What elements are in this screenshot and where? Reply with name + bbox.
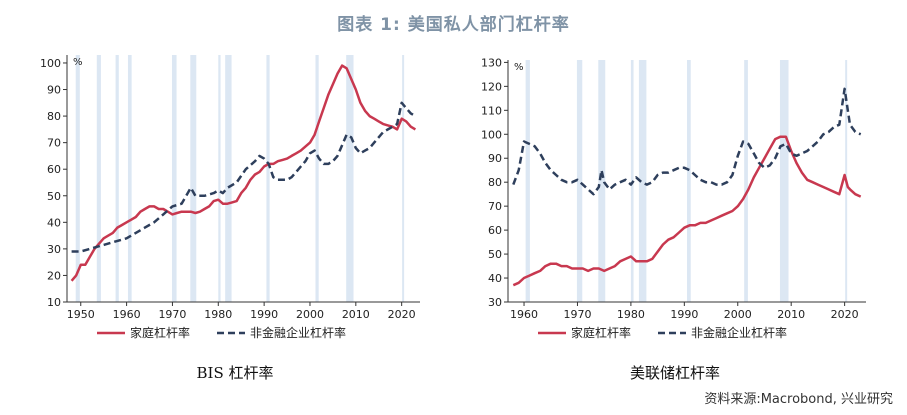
recession-band [266,55,270,302]
y-tick-label: 30 [488,296,502,309]
recession-band [346,55,354,302]
figure-title: 图表 1: 美国私人部门杠杆率 [337,15,570,35]
chart-fed-leverage: 30 40 50 60 70 80 90 100 110 120 130 1960 1970 1980 19… [481,56,866,340]
recession-band [115,55,119,302]
recession-band [190,55,197,302]
recession-band [171,55,177,302]
x-tick-label: 2010 [777,308,805,321]
y-tick-label: 120 [481,80,502,93]
recession-band [315,55,319,302]
y-tick-label: 130 [481,56,502,69]
y-tick-label: 80 [47,110,61,123]
y-tick-label: 100 [40,57,61,70]
unit-label: % [514,62,524,73]
y-tick-label: 100 [481,128,502,141]
recession-band [638,60,647,302]
x-tick-label: 1990 [250,308,278,321]
recession-band [779,60,789,302]
x-tick-label: 1990 [670,308,698,321]
y-tick-label: 20 [47,269,61,282]
chart-title-bis: BIS 杠杆率 [196,364,274,382]
recession-band [96,55,101,302]
chart-title-fed: 美联储杠杆率 [629,364,720,382]
x-tick-label: 2020 [388,308,416,321]
x-tick-label: 1980 [204,308,232,321]
recession-band [598,60,606,302]
x-tick-label: 1960 [113,308,141,321]
x-tick-label: 2020 [831,308,859,321]
x-tick-label: 2000 [724,308,752,321]
x-tick-label: 1980 [617,308,645,321]
y-tick-label: 60 [47,163,61,176]
x-tick-label: 1970 [158,308,186,321]
chart-bis-leverage: 10 20 30 40 50 60 70 80 90 100 1950 1960 1970 1980 199… [40,55,420,340]
x-tick-label: 2000 [296,308,324,321]
y-tick-label: 90 [488,152,502,165]
legend-label-corporate: 非金融企业杠杆率 [691,325,787,340]
recession-band [525,60,530,302]
legend-label-household: 家庭杠杆率 [571,325,631,340]
x-tick-label: 2010 [342,308,370,321]
y-tick-label: 50 [47,190,61,203]
series-line-corporate [512,87,862,196]
y-tick-label: 60 [488,224,502,237]
series-line-corporate [71,101,417,253]
recession-band [687,60,691,302]
series-line-household [70,64,417,282]
y-tick-label: 40 [47,216,61,229]
recession-band [402,55,405,302]
x-tick-label: 1960 [510,308,538,321]
y-tick-label: 50 [488,248,502,261]
recession-band [225,55,232,302]
y-tick-label: 110 [481,104,502,117]
x-tick-label: 1950 [67,308,95,321]
x-tick-label: 1970 [563,308,591,321]
series-line-household [512,135,862,287]
source-note: 资料来源:Macrobond, 兴业研究 [704,392,893,407]
legend-label-household: 家庭杠杆率 [130,325,190,340]
y-tick-label: 90 [47,84,61,97]
recession-band [744,60,748,302]
y-tick-label: 30 [47,243,61,256]
y-tick-label: 70 [488,200,502,213]
y-tick-label: 80 [488,176,502,189]
unit-label: % [73,57,83,68]
recession-band [127,55,132,302]
recession-band [75,55,80,302]
y-tick-label: 10 [47,296,61,309]
y-tick-label: 40 [488,272,502,285]
recession-band [576,60,583,302]
recession-band [218,55,221,302]
legend-label-corporate: 非金融企业杠杆率 [250,325,346,340]
y-tick-label: 70 [47,137,61,150]
